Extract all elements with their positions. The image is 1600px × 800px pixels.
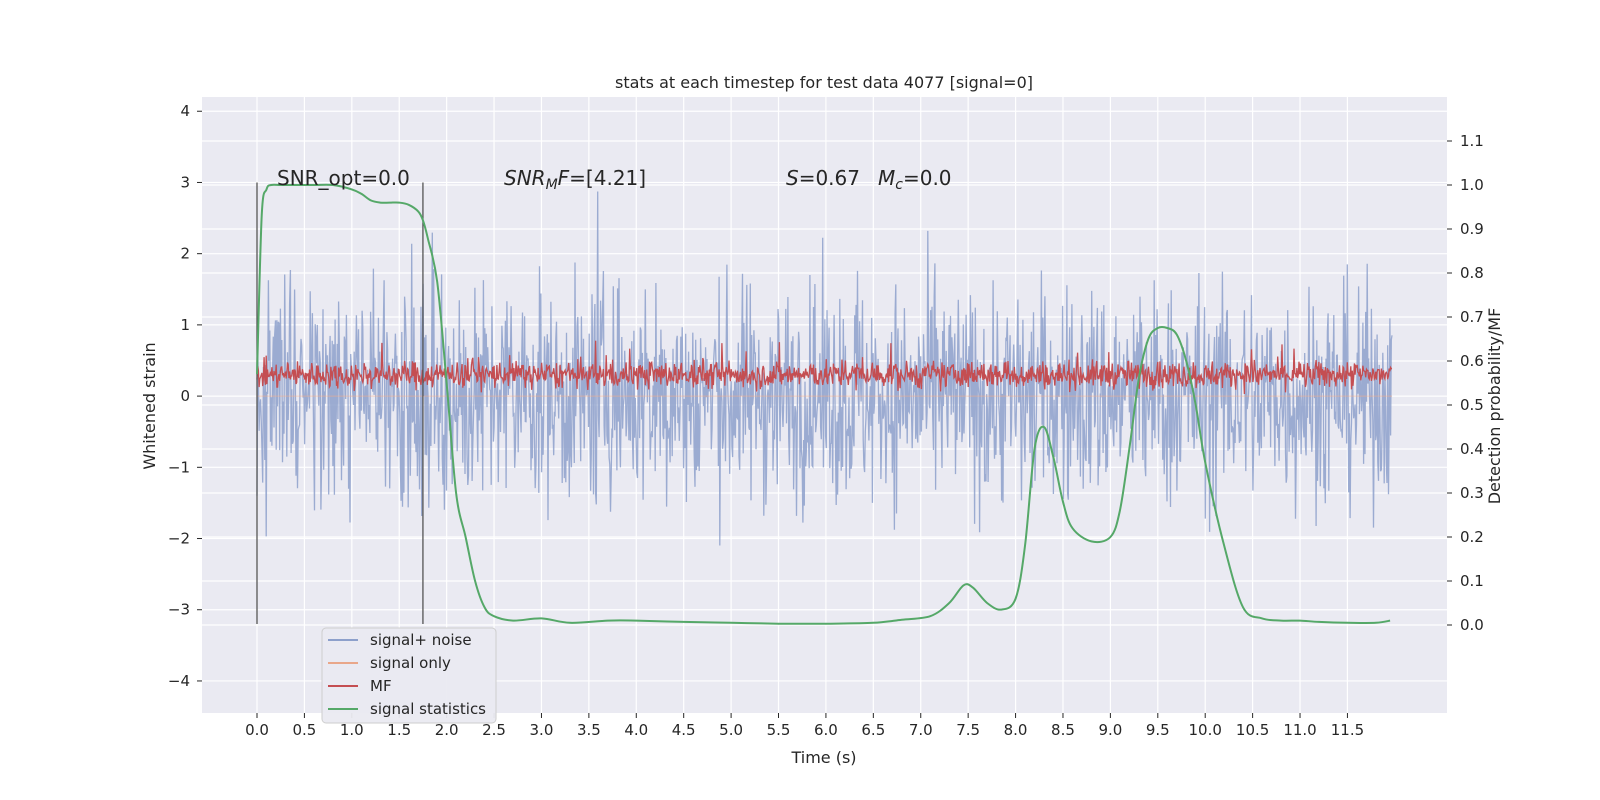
x-tick-label: 7.5 xyxy=(956,721,980,739)
y-right-axis-label: Detection probability/MF xyxy=(1485,308,1504,505)
y-right-tick-label: 1.0 xyxy=(1460,176,1484,194)
x-tick-label: 9.0 xyxy=(1098,721,1122,739)
x-tick-label: 9.5 xyxy=(1146,721,1170,739)
y-tick-label: −2 xyxy=(168,530,190,548)
chart-title: stats at each timestep for test data 407… xyxy=(615,73,1033,92)
legend: signal+ noise signal only MF signal stat… xyxy=(321,627,497,724)
y-right-tick-label: 0.4 xyxy=(1460,440,1484,458)
x-tick-label: 11.0 xyxy=(1283,721,1316,739)
series-signal-statistics xyxy=(256,183,1391,625)
x-tick-label: 5.5 xyxy=(767,721,791,739)
y-tick-label: −3 xyxy=(168,601,190,619)
x-tick-label: 10.5 xyxy=(1236,721,1269,739)
y-right-tick-label: 0.8 xyxy=(1460,264,1484,282)
y-tick-label: 2 xyxy=(180,245,190,263)
x-tick-label: 1.0 xyxy=(340,721,364,739)
x-tick-label: 0.5 xyxy=(292,721,316,739)
y-tick-label: 1 xyxy=(180,316,190,334)
x-tick-label: 4.5 xyxy=(672,721,696,739)
annotation-snr-mf: SNRMF=[4.21] xyxy=(504,166,646,193)
legend-box xyxy=(321,627,497,724)
annotation-snr-opt: SNR_opt=0.0 xyxy=(277,166,410,190)
series-signal-noise xyxy=(256,191,1393,546)
x-tick-label: 6.0 xyxy=(814,721,838,739)
y-right-tick-label: 0.3 xyxy=(1460,484,1484,502)
y-right-tick-label: 0.1 xyxy=(1460,572,1484,590)
vertical-markers xyxy=(256,182,424,624)
x-tick-label: 2.5 xyxy=(482,721,506,739)
legend-label-signal-statistics: signal statistics xyxy=(370,700,486,718)
y-right-tick-label: 0.0 xyxy=(1460,616,1484,634)
x-tick-label: 1.5 xyxy=(387,721,411,739)
y-tick-label: 4 xyxy=(180,102,190,120)
x-tick-label: 2.0 xyxy=(435,721,459,739)
x-tick-label: 4.0 xyxy=(624,721,648,739)
y-axis-label: Whitened strain xyxy=(140,342,159,469)
x-tick-label: 8.0 xyxy=(1004,721,1028,739)
y-tick-label: 0 xyxy=(180,387,190,405)
x-tick-label: 7.0 xyxy=(909,721,933,739)
signal-statistics-line xyxy=(256,183,1391,625)
x-tick-label: 0.0 xyxy=(245,721,269,739)
y-right-tick-label: 0.5 xyxy=(1460,396,1484,414)
x-tick-label: 5.0 xyxy=(719,721,743,739)
annotation-s-mc: S=0.67 Mc=0.0 xyxy=(786,166,952,193)
y-right-tick-label: 0.2 xyxy=(1460,528,1484,546)
legend-label-signal-only: signal only xyxy=(370,654,451,672)
legend-label-signal-noise: signal+ noise xyxy=(370,631,472,649)
x-tick-label: 11.5 xyxy=(1331,721,1364,739)
x-tick-label: 3.0 xyxy=(530,721,554,739)
y-right-tick-label: 1.1 xyxy=(1460,132,1484,150)
x-axis-label: Time (s) xyxy=(790,748,856,767)
y-right-tick-label: 0.9 xyxy=(1460,220,1484,238)
y-right-tick-label: 0.7 xyxy=(1460,308,1484,326)
x-tick-label: 8.5 xyxy=(1051,721,1075,739)
legend-label-mf: MF xyxy=(370,677,392,695)
tick-labels: 0.0 0.5 1.0 1.5 2.0 2.5 3.0 3.5 4.0 4.5 5.0 5.5 6.0 6… xyxy=(168,102,1484,739)
x-tick-label: 3.5 xyxy=(577,721,601,739)
x-tick-label: 6.5 xyxy=(861,721,885,739)
annotations: SNR_opt=0.0 SNRMF=[4.21] S=0.67 Mc=0.0 xyxy=(277,166,952,193)
y-right-tick-label: 0.6 xyxy=(1460,352,1484,370)
y-tick-label: −1 xyxy=(168,458,190,476)
y-tick-label: −4 xyxy=(168,672,190,690)
x-tick-label: 10.0 xyxy=(1189,721,1222,739)
signal-noise-line xyxy=(256,191,1393,546)
y-tick-label: 3 xyxy=(180,173,190,191)
